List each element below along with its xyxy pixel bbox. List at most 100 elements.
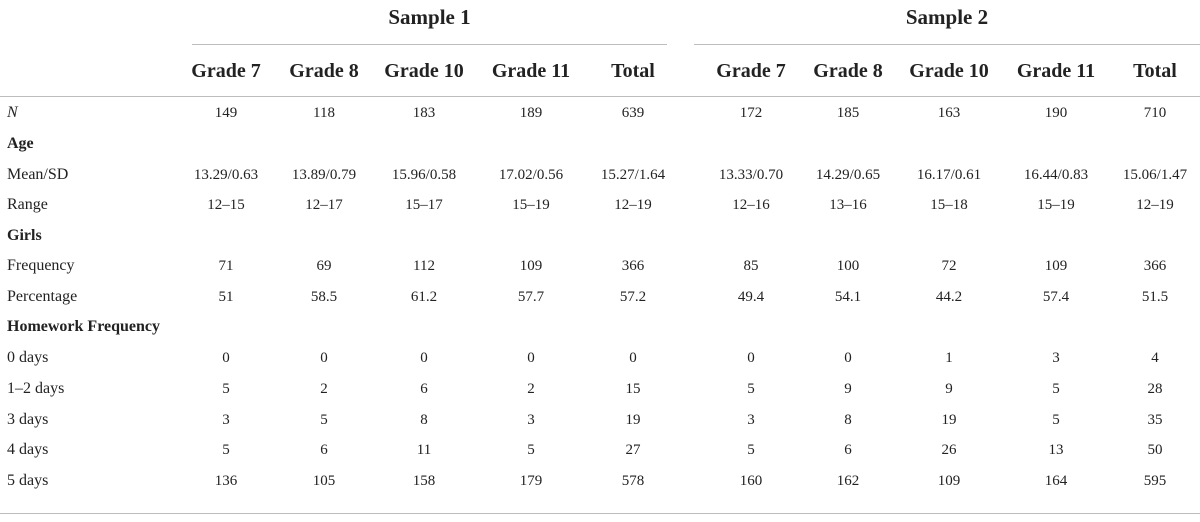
row-label: Homework Frequency <box>7 318 161 335</box>
column-header: Grade 8 <box>813 60 883 82</box>
table-cell: 109 <box>519 258 543 274</box>
column-header: Total <box>611 60 655 82</box>
table-cell: 15.96/0.58 <box>391 167 457 183</box>
table-cell: 13.89/0.79 <box>291 167 357 183</box>
table-cell: 15–17 <box>405 197 443 213</box>
table-cell: 162 <box>836 473 860 489</box>
sample-1-rule <box>192 44 667 45</box>
table-cell: 13.29/0.63 <box>193 167 259 183</box>
table-cell: 14.29/0.65 <box>815 167 881 183</box>
table-cell: 595 <box>1143 473 1167 489</box>
column-header: Grade 8 <box>289 60 359 82</box>
table-cell: 58.5 <box>310 289 338 305</box>
table-cell: 16.44/0.83 <box>1023 167 1089 183</box>
table-cell: 189 <box>519 105 543 121</box>
table-cell: 44.2 <box>935 289 963 305</box>
table-cell: 50 <box>1147 442 1163 458</box>
row-label: Frequency <box>7 257 75 274</box>
table-cell: 1 <box>945 350 953 366</box>
table-cell: 5 <box>222 442 230 458</box>
table-cell: 5 <box>222 381 230 397</box>
table-cell: 69 <box>316 258 332 274</box>
table-cell: 5 <box>747 442 755 458</box>
table-cell: 11 <box>416 442 432 458</box>
table-cell: 26 <box>941 442 957 458</box>
table-cell: 15.27/1.64 <box>600 167 666 183</box>
table-cell: 3 <box>1052 350 1060 366</box>
table-cell: 12–15 <box>207 197 245 213</box>
table-cell: 639 <box>621 105 645 121</box>
bottom-rule <box>0 513 1200 514</box>
table-cell: 19 <box>941 412 957 428</box>
table-cell: 8 <box>844 412 852 428</box>
table-cell: 0 <box>527 350 535 366</box>
table-cell: 5 <box>527 442 535 458</box>
table-cell: 57.2 <box>619 289 647 305</box>
table-cell: 5 <box>320 412 328 428</box>
table-cell: 12–17 <box>305 197 343 213</box>
table-cell: 3 <box>222 412 230 428</box>
row-label: Age <box>7 135 34 152</box>
table-cell: 9 <box>945 381 953 397</box>
table-cell: 49.4 <box>737 289 765 305</box>
row-label: 1–2 days <box>7 380 65 397</box>
table-cell: 54.1 <box>834 289 862 305</box>
table-cell: 16.17/0.61 <box>916 167 982 183</box>
table-cell: 35 <box>1147 412 1163 428</box>
table-cell: 57.7 <box>517 289 545 305</box>
row-label: Mean/SD <box>7 166 69 183</box>
table-cell: 17.02/0.56 <box>498 167 564 183</box>
table-cell: 710 <box>1143 105 1167 121</box>
table-cell: 13 <box>1048 442 1064 458</box>
row-label: 3 days <box>7 411 49 428</box>
table-cell: 6 <box>320 442 328 458</box>
table-cell: 12–16 <box>732 197 770 213</box>
table-cell: 0 <box>747 350 755 366</box>
table-cell: 185 <box>836 105 860 121</box>
table-cell: 13–16 <box>829 197 867 213</box>
table-cell: 158 <box>412 473 436 489</box>
table-cell: 0 <box>629 350 637 366</box>
row-label: N <box>7 104 18 121</box>
table-cell: 72 <box>941 258 957 274</box>
table-cell: 2 <box>527 381 535 397</box>
column-header: Grade 10 <box>909 60 989 82</box>
table-cell: 164 <box>1044 473 1068 489</box>
table-cell: 160 <box>739 473 763 489</box>
sample-1-header: Sample 1 <box>388 5 471 29</box>
table-cell: 12–19 <box>614 197 652 213</box>
table-cell: 190 <box>1044 105 1068 121</box>
column-header: Total <box>1133 60 1177 82</box>
table-cell: 109 <box>1044 258 1068 274</box>
table-cell: 5 <box>1052 381 1060 397</box>
table-cell: 8 <box>420 412 428 428</box>
table-cell: 3 <box>747 412 755 428</box>
table-cell: 3 <box>527 412 535 428</box>
table-cell: 6 <box>420 381 428 397</box>
table-cell: 112 <box>413 258 435 274</box>
table-cell: 578 <box>621 473 645 489</box>
table-cell: 15 <box>625 381 641 397</box>
table-cell: 57.4 <box>1042 289 1070 305</box>
table-cell: 2 <box>320 381 328 397</box>
column-header: Grade 11 <box>491 60 571 82</box>
table-cell: 5 <box>1052 412 1060 428</box>
table-cell: 118 <box>313 105 335 121</box>
table-cell: 9 <box>844 381 852 397</box>
column-header: Grade 7 <box>191 60 261 82</box>
row-label: Percentage <box>7 288 78 305</box>
table-cell: 15–19 <box>512 197 550 213</box>
sample-2-header: Sample 2 <box>905 5 989 29</box>
table-cell: 13.33/0.70 <box>718 167 784 183</box>
row-label: Girls <box>7 227 42 244</box>
table-cell: 109 <box>937 473 961 489</box>
table-cell: 172 <box>739 105 763 121</box>
table-cell: 183 <box>412 105 436 121</box>
table-cell: 105 <box>312 473 336 489</box>
table-cell: 100 <box>836 258 860 274</box>
row-label: 4 days <box>7 441 49 458</box>
table-cell: 149 <box>214 105 238 121</box>
row-label: Range <box>7 196 48 213</box>
table-cell: 0 <box>420 350 428 366</box>
